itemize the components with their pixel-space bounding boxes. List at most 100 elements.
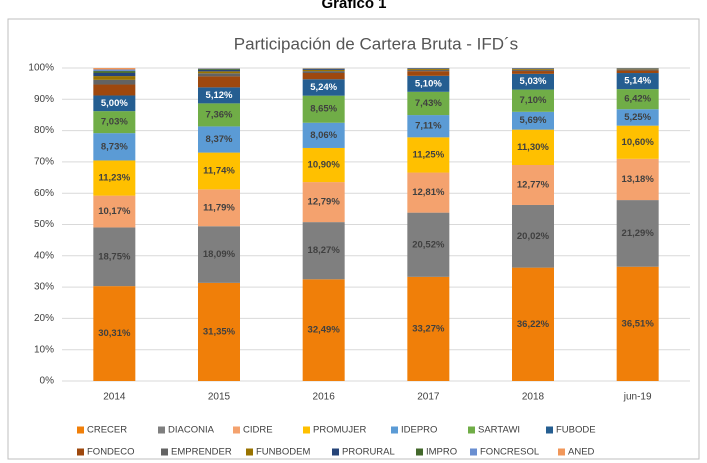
legend-label: ANED — [568, 447, 595, 458]
value-label: 8,06% — [310, 130, 337, 141]
bar-segment — [616, 89, 659, 110]
x-tick-label: 2014 — [103, 392, 126, 403]
bar-segment — [512, 71, 554, 74]
legend-swatch — [77, 426, 84, 434]
x-tick-label: 2017 — [417, 392, 440, 403]
value-label: 36,22% — [517, 319, 550, 330]
legend-label: IDEPRO — [401, 425, 437, 436]
value-label: 7,36% — [206, 109, 233, 120]
legend-label: FUBODE — [556, 425, 596, 436]
bar-segment — [407, 212, 450, 277]
legend-swatch — [233, 426, 240, 434]
bar-segment — [198, 103, 240, 127]
bar-segment — [407, 137, 450, 173]
bar-segment — [93, 286, 136, 381]
bar-segment — [616, 70, 659, 74]
legend-swatch — [158, 426, 165, 434]
y-tick-label: 100% — [28, 63, 54, 74]
bar-segment — [616, 109, 659, 126]
value-label: 5,24% — [310, 82, 337, 93]
value-label: 11,79% — [203, 202, 235, 213]
legend-label: FUNBODEM — [256, 447, 310, 458]
value-label: 11,23% — [98, 173, 130, 184]
bar-segment — [198, 71, 240, 74]
bar-segment — [407, 68, 450, 70]
bar-segment — [302, 122, 345, 148]
bar-segment — [93, 76, 136, 80]
bar-segment — [512, 73, 554, 90]
value-label: 5,03% — [520, 76, 547, 87]
value-label: 20,02% — [517, 231, 550, 242]
bar-segment — [616, 266, 659, 381]
legend-swatch — [246, 448, 253, 456]
bar-segment — [198, 68, 240, 70]
value-label: 5,25% — [624, 112, 651, 123]
value-label: 20,52% — [412, 239, 445, 250]
bar-segment — [512, 129, 554, 165]
chart-title: Participación de Cartera Bruta - IFD´s — [234, 34, 518, 53]
y-tick-label: 40% — [34, 250, 54, 261]
value-label: 21,29% — [622, 228, 655, 239]
legend-label: FONDECO — [87, 447, 135, 458]
bar-segment — [302, 79, 345, 96]
bar-segment — [93, 68, 136, 70]
bar-segment — [616, 69, 659, 71]
bar-segment — [93, 160, 136, 196]
bar-segment — [512, 204, 554, 268]
x-tick-label: 2015 — [208, 392, 231, 403]
legend-swatch — [558, 448, 565, 456]
bar-segment — [93, 69, 136, 72]
value-label: 8,65% — [310, 104, 337, 115]
value-label: 7,11% — [415, 121, 442, 132]
value-label: 10,60% — [622, 137, 655, 148]
x-tick-label: 2018 — [522, 392, 545, 403]
bar-segment — [302, 147, 345, 183]
bar-segment — [512, 164, 554, 205]
bar-segment — [93, 72, 136, 77]
y-tick-label: 0% — [40, 376, 55, 387]
value-label: 18,27% — [308, 245, 341, 256]
value-label: 12,77% — [517, 179, 550, 190]
legend-label: IMPRO — [426, 447, 457, 458]
value-label: 18,09% — [203, 249, 236, 260]
bar-segment — [198, 282, 240, 381]
bar-segment — [93, 71, 136, 73]
y-tick-label: 20% — [34, 313, 54, 324]
bar-segment — [93, 227, 136, 287]
bar-segment — [512, 267, 554, 381]
value-label: 13,18% — [622, 174, 655, 185]
legend-label: CIDRE — [243, 425, 273, 436]
legend-swatch — [391, 426, 398, 434]
bar-segment — [302, 69, 345, 72]
bar-segment — [302, 182, 345, 223]
legend-label: PRORURAL — [342, 447, 395, 458]
y-tick-label: 60% — [34, 188, 54, 199]
value-label: 5,14% — [624, 76, 651, 87]
bar-segment — [198, 226, 240, 283]
bar-segment — [93, 195, 136, 228]
bar-segment — [93, 111, 136, 134]
legend-label: SARTAWI — [478, 425, 520, 436]
legend-swatch — [161, 448, 168, 456]
caption: Gráfico 1 — [321, 0, 386, 12]
legend-swatch — [470, 448, 477, 456]
bar-segment — [616, 158, 659, 201]
legend-swatch — [332, 448, 339, 456]
y-tick-label: 50% — [34, 219, 54, 230]
value-label: 36,51% — [622, 318, 655, 329]
bar-segment — [512, 111, 554, 130]
value-label: 18,75% — [98, 251, 131, 262]
legend-label: EMPRENDER — [171, 447, 232, 458]
bar-segment — [302, 71, 345, 74]
value-label: 5,10% — [415, 78, 442, 89]
legend-label: CRECER — [87, 425, 127, 436]
legend-swatch — [468, 426, 475, 434]
bar-segment — [616, 68, 659, 70]
value-label: 6,42% — [624, 94, 651, 105]
legend-swatch — [546, 426, 553, 434]
y-tick-label: 10% — [34, 344, 54, 355]
value-label: 5,00% — [101, 98, 128, 109]
bar-segment — [407, 276, 450, 381]
bar-segment — [512, 69, 554, 72]
legend-swatch — [77, 448, 84, 456]
